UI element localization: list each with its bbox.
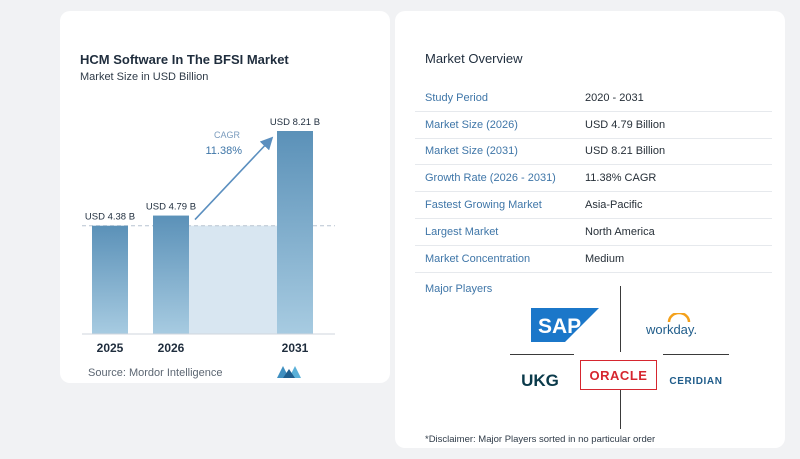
row-label: Largest Market [425, 225, 499, 238]
table-row: Growth Rate (2026 - 2031) 11.38% CAGR [415, 165, 772, 193]
bar-2026 [153, 215, 189, 334]
cagr-label: CAGR [214, 130, 241, 140]
cagr-value: 11.38% [206, 145, 243, 157]
sap-logo-text: SAP [538, 315, 581, 338]
sap-logo-icon: SAP [531, 308, 599, 342]
row-label: Fastest Growing Market [425, 199, 542, 212]
sap-logo: SAP [531, 308, 599, 342]
row-label: Market Size (2031) [425, 145, 518, 158]
chart-subtitle: Market Size in USD Billion [80, 71, 209, 83]
tick-label-2026: 2026 [158, 341, 185, 355]
ukg-logo: UKG [521, 371, 559, 390]
source-note: Source: Mordor Intelligence [88, 367, 223, 379]
table-row: Market Size (2031) USD 8.21 Billion [415, 139, 772, 166]
table-row: Largest Market North America [415, 219, 772, 246]
chart-card: HCM Software In The BFSI Market Market S… [60, 11, 390, 383]
oracle-logo-text: ORACLE [589, 367, 648, 383]
market-overview-panel: Market Overview Study Period 2020 - 2031… [395, 11, 785, 448]
row-value: 11.38% CAGR [585, 172, 657, 185]
workday-logo: workday. [645, 313, 713, 337]
row-value: 2020 - 2031 [585, 91, 644, 104]
grid-divider [663, 354, 729, 355]
grid-divider [620, 286, 621, 352]
cagr-arrow [194, 136, 274, 221]
row-label: Market Size (2026) [425, 118, 518, 131]
projection-area [189, 225, 277, 334]
table-row: Market Size (2026) USD 4.79 Billion [415, 112, 772, 139]
row-value: USD 4.79 Billion [585, 118, 666, 131]
workday-logo-icon: workday. [645, 313, 697, 337]
row-label: Growth Rate (2026 - 2031) [425, 172, 556, 185]
row-value: North America [585, 225, 655, 238]
overview-table: Study Period 2020 - 2031 Market Size (20… [415, 85, 772, 273]
overview-title: Market Overview [425, 51, 523, 66]
grid-divider [510, 354, 574, 355]
row-value: USD 8.21 Billion [585, 145, 666, 158]
table-row: Study Period 2020 - 2031 [415, 85, 772, 112]
chart-title: HCM Software In The BFSI Market [80, 52, 289, 67]
table-row: Fastest Growing Market Asia-Pacific [415, 192, 772, 219]
bar-2025 [92, 225, 128, 334]
tick-label-2025: 2025 [97, 341, 124, 355]
mordor-logo-icon [277, 366, 301, 378]
row-value: Medium [585, 252, 625, 265]
row-label: Market Concentration [425, 252, 531, 265]
table-row: Market Concentration Medium [415, 246, 772, 273]
bar-2031 [277, 131, 313, 334]
major-players-title: Major Players [425, 283, 493, 295]
bar-chart: USD 4.38 B 2025 USD 4.79 B 2026 USD 8.21 B 20… [82, 117, 335, 355]
tick-label-2031: 2031 [282, 341, 309, 355]
row-label: Study Period [425, 91, 488, 104]
data-label-2025: USD 4.38 B [85, 212, 135, 223]
ceridian-logo: CERIDIAN [669, 375, 723, 387]
row-value: Asia-Pacific [585, 199, 643, 212]
oracle-logo: ORACLE [580, 360, 657, 390]
data-label-2026: USD 4.79 B [146, 202, 196, 213]
workday-logo-text: workday. [645, 322, 697, 337]
disclaimer: *Disclaimer: Major Players sorted in no … [425, 434, 656, 445]
data-label-2031: USD 8.21 B [270, 117, 320, 128]
